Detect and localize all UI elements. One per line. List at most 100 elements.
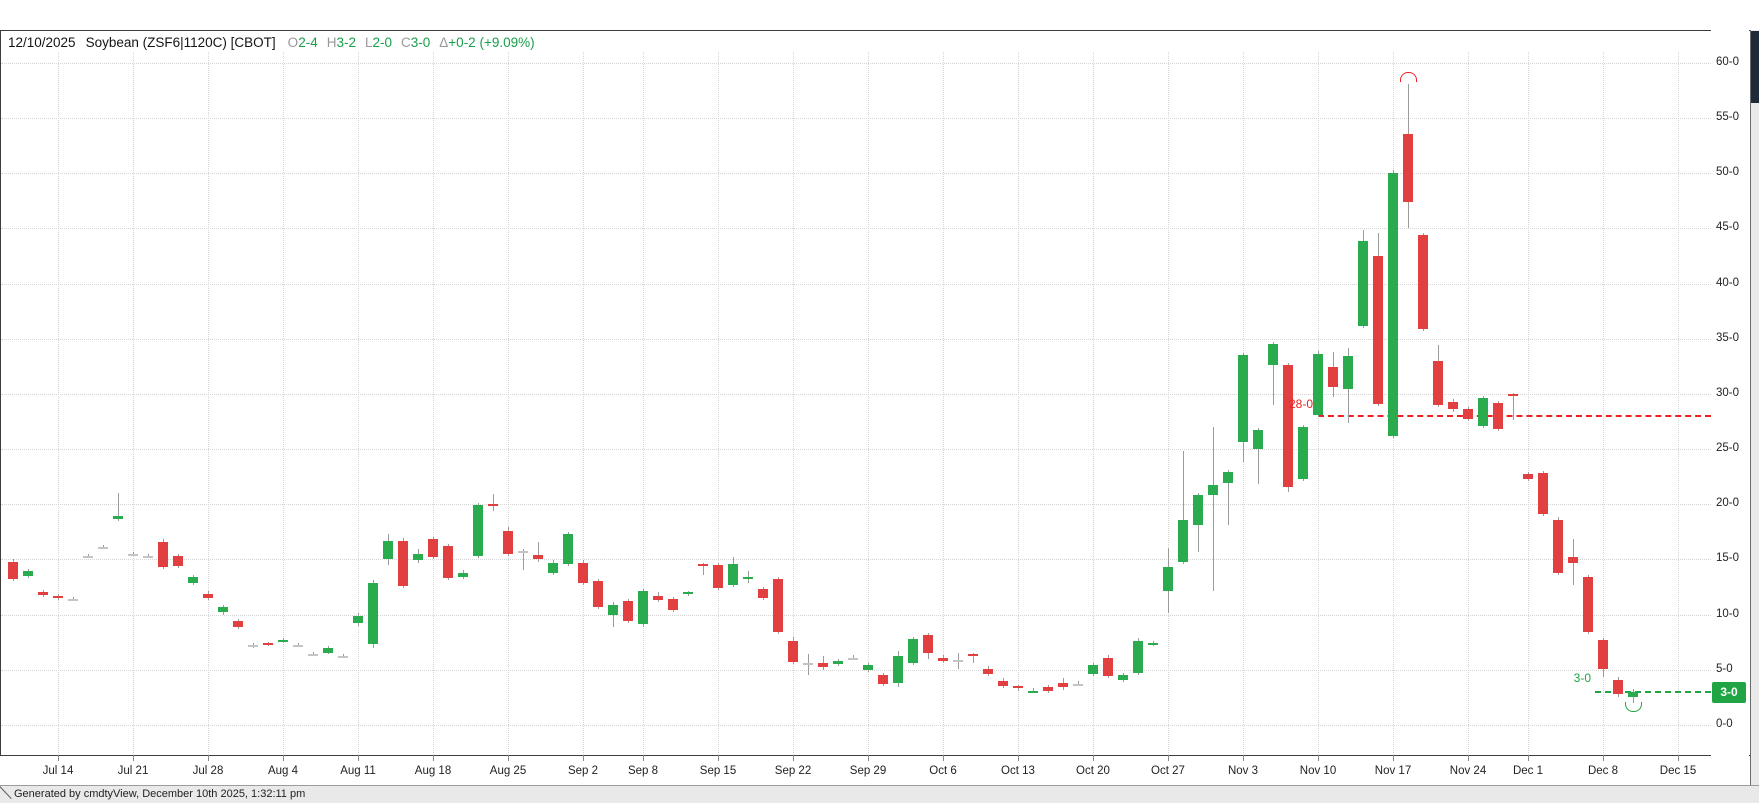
candle (1013, 686, 1023, 688)
instrument-name: Soybean (ZSF6|1120C) [CBOT] (85, 35, 276, 50)
quote-date: 12/10/2025 (8, 35, 76, 50)
candle-wick (538, 542, 539, 562)
vertical-gridline (283, 52, 284, 755)
vertical-gridline (1528, 52, 1529, 755)
time-tick (793, 755, 794, 761)
candle (383, 541, 393, 559)
candle (1148, 643, 1158, 645)
quote-h: H3-2 (326, 35, 356, 50)
price-tick-label: 10-0 (1716, 608, 1740, 620)
candle (338, 656, 348, 658)
candle (353, 616, 363, 623)
candle (8, 562, 18, 579)
candle (1343, 356, 1353, 389)
candle (413, 554, 423, 560)
time-tick-label: Nov 3 (1227, 765, 1259, 777)
vertical-gridline (1018, 52, 1019, 755)
time-tick-label: Sep 22 (774, 765, 812, 777)
frame-left (0, 30, 1, 756)
time-tick-label: Oct 27 (1151, 765, 1185, 777)
time-tick (1603, 755, 1604, 761)
time-tick (643, 755, 644, 761)
time-tick (1018, 755, 1019, 761)
candle (788, 641, 798, 662)
time-tick (943, 755, 944, 761)
time-tick (1093, 755, 1094, 761)
resistance-line-label: 28-0 (1288, 397, 1313, 411)
vertical-scrollbar[interactable] (1750, 30, 1759, 785)
price-axis[interactable] (1711, 30, 1749, 786)
candle-wick (1018, 685, 1019, 691)
horizontal-gridline (1, 284, 1711, 285)
candle-wick (118, 493, 119, 521)
time-tick (718, 755, 719, 761)
low-point-arc-marker[interactable] (1625, 702, 1642, 712)
time-tick-label: Jul 21 (117, 765, 149, 777)
candle-wick (1078, 681, 1079, 686)
vertical-gridline (1168, 52, 1169, 755)
candle (1388, 173, 1398, 436)
horizontal-gridline (1, 670, 1711, 671)
vertical-gridline (583, 52, 584, 755)
time-tick (1243, 755, 1244, 761)
price-tick-label: 35-0 (1716, 332, 1740, 344)
candle (1268, 344, 1278, 365)
resistance-line[interactable] (1318, 415, 1711, 417)
candle (473, 505, 483, 556)
candle (1538, 473, 1548, 514)
candle (308, 654, 318, 656)
candle-wick (313, 652, 314, 655)
candle (1253, 430, 1263, 449)
candle (1058, 683, 1068, 687)
support-line-label: 3-0 (1573, 671, 1591, 685)
price-tick-label: 15-0 (1716, 552, 1740, 564)
time-tick-label: Jul 14 (42, 765, 74, 777)
candle (938, 658, 948, 661)
candle (923, 635, 933, 653)
vertical-gridline (868, 52, 869, 755)
candle (683, 592, 693, 594)
candle-wick (523, 549, 524, 570)
high-point-arc-marker[interactable] (1400, 72, 1417, 82)
candle (1508, 394, 1518, 396)
horizontal-gridline (1, 228, 1711, 229)
candle (713, 565, 723, 588)
vertical-gridline (718, 52, 719, 755)
candle-wick (1183, 451, 1184, 564)
candle-wick (1213, 427, 1214, 591)
support-line[interactable] (1595, 691, 1711, 693)
vertical-gridline (208, 52, 209, 755)
price-tick-label: 0-0 (1716, 718, 1733, 730)
vertical-gridline (643, 52, 644, 755)
candle (893, 656, 903, 683)
candle (1118, 675, 1128, 680)
candle (698, 564, 708, 566)
time-tick-label: Dec 15 (1659, 765, 1697, 777)
quote-δ: Δ+0-2 (+9.09%) (439, 35, 535, 50)
scrollbar-thumb[interactable] (1751, 31, 1759, 103)
candle (1613, 680, 1623, 694)
candle (38, 592, 48, 595)
price-tick-label: 55-0 (1716, 111, 1740, 123)
vertical-gridline (1468, 52, 1469, 755)
candle (323, 648, 333, 653)
price-tick-label: 60-0 (1716, 56, 1740, 68)
vertical-gridline (133, 52, 134, 755)
candle (998, 681, 1008, 686)
candle (953, 660, 963, 662)
candle (653, 596, 663, 600)
candle (848, 658, 858, 660)
candle (278, 640, 288, 642)
candle (983, 669, 993, 674)
vertical-gridline (1603, 52, 1604, 755)
price-tick-label: 20-0 (1716, 497, 1740, 509)
vertical-gridline (943, 52, 944, 755)
candle (1073, 684, 1083, 686)
candle (1208, 485, 1218, 495)
candle (818, 663, 828, 667)
candle (593, 581, 603, 607)
candle-wick (703, 563, 704, 575)
vertical-gridline (793, 52, 794, 755)
candle (158, 542, 168, 567)
chart-title: 12/10/2025 Soybean (ZSF6|1120C) [CBOT] O… (8, 34, 544, 51)
